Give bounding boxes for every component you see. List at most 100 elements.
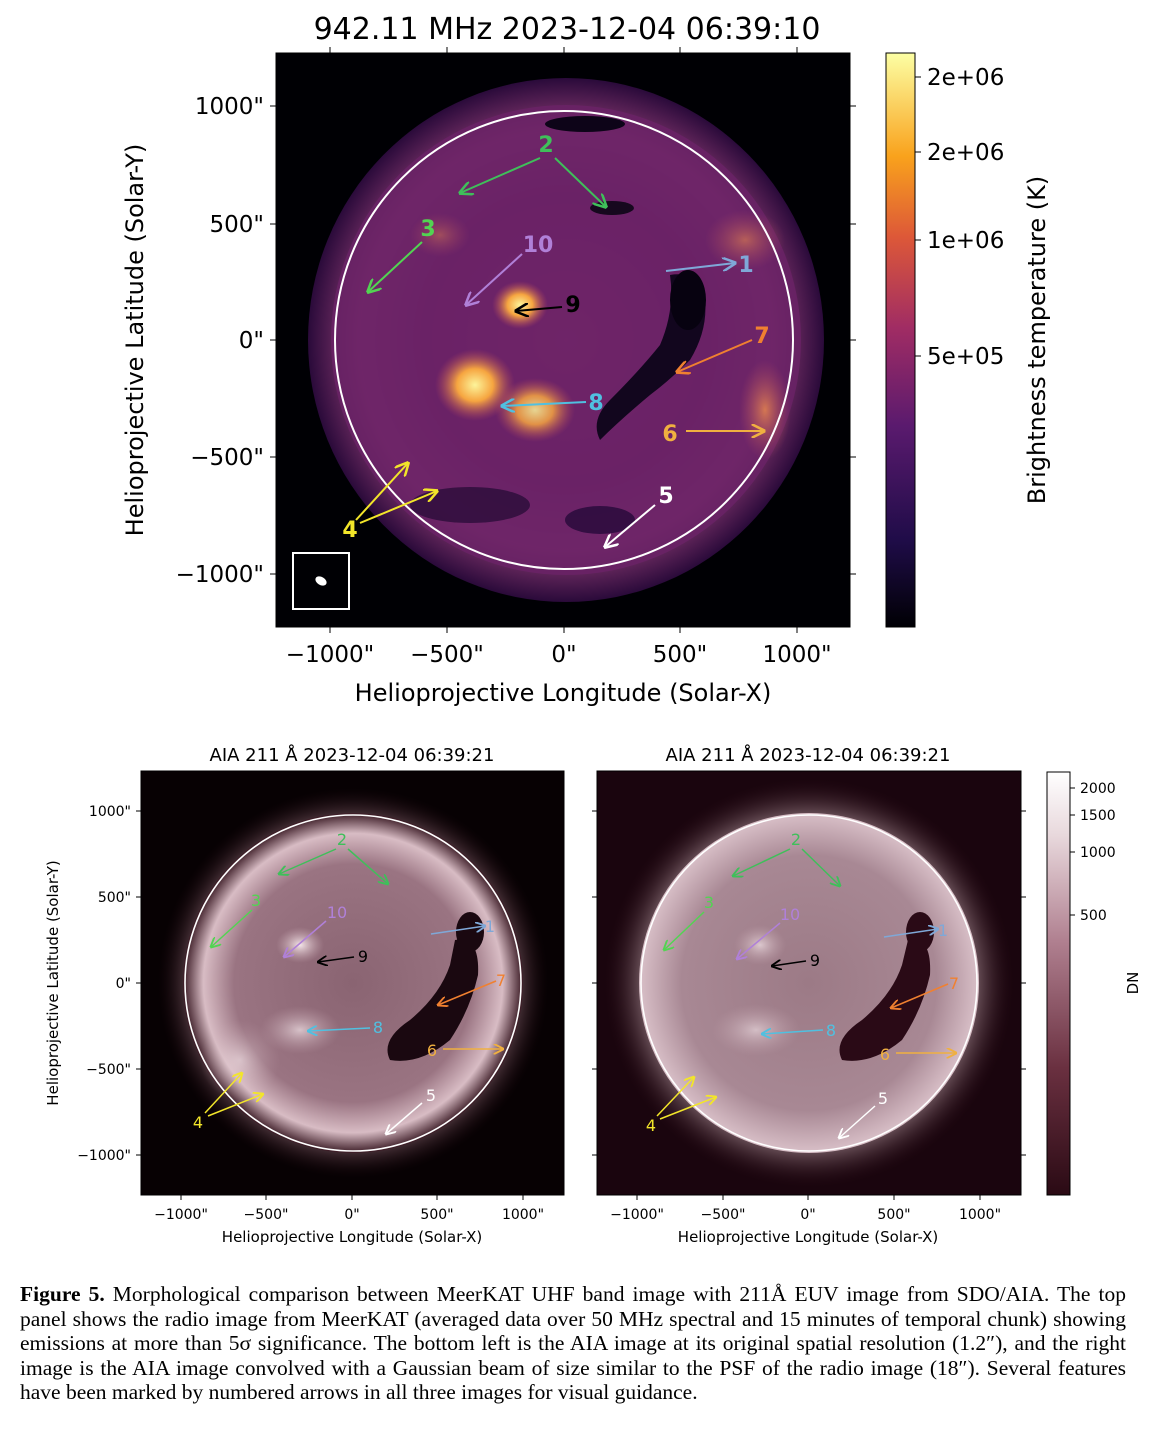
solar-limb-circle [334,110,794,570]
br-marker-8-label: 8 [826,1021,836,1040]
bl-xtick-4: 1000" [502,1207,544,1223]
bl-marker-1-label: 1 [485,917,495,936]
marker-1 [665,263,735,272]
bottom-colorbar: 2000 1500 1000 500 DN [1046,771,1142,1196]
top-cbar-tick-3: 5e+05 [927,344,1004,370]
bl-marker-4 [204,1073,263,1117]
top-ytick-2: 0" [239,328,264,354]
bl-marker-3-label: 3 [251,891,261,910]
bl-marker-6-label: 6 [427,1041,437,1060]
top-ylabel: Helioprojective Latitude (Solar-Y) [121,144,149,537]
marker-2-label: 2 [538,133,553,158]
bl-ytick-2: 0" [116,976,131,992]
top-xlabel: Helioprojective Longitude (Solar-X) [355,679,772,707]
br-marker-5-label: 5 [878,1089,888,1108]
beam-ellipse [315,576,327,586]
figure-caption-text: Morphological comparison between MeerKAT… [20,1282,1127,1404]
marker-4-label: 4 [342,518,357,543]
top-xtick-2: 0" [551,642,576,668]
beam-box [292,552,350,610]
marker-5 [605,504,656,547]
bl-title: AIA 211 Å 2023-12-04 06:39:21 [210,744,495,766]
bl-marker-10 [284,920,327,957]
top-ytick-0: 1000" [195,94,264,120]
marker-10 [466,253,523,305]
top-cbar-tick-2: 1e+06 [927,228,1004,254]
top-ytick-4: −1000" [176,562,264,588]
br-xtick-1: −500" [701,1207,746,1223]
bl-marker-3 [211,909,253,947]
bl-marker-5-label: 5 [426,1086,436,1105]
figure-canvas: 942.11 MHz 2023-12-04 06:39:10 [44,12,1142,1246]
br-title: AIA 211 Å 2023-12-04 06:39:21 [666,744,951,766]
br-marker-2-label: 2 [791,830,801,849]
bl-ytick-3: −500" [86,1062,131,1078]
marker-5-label: 5 [658,484,673,509]
marker-4 [355,463,437,524]
top-ytick-1: 500" [210,212,264,238]
figure-caption: Figure 5. Morphological comparison betwe… [20,1282,1126,1405]
bl-solar-limb-circle [184,814,522,1152]
br-marker-9 [772,961,807,966]
top-colorbar: 2e+06 2e+06 1e+06 5e+05 Brightness tempe… [885,52,1051,628]
top-xtick-1: −500" [410,642,484,668]
bl-markers: 2 3 10 9 1 7 8 6 5 4 [193,830,506,1134]
marker-10-label: 10 [523,233,554,258]
bl-xtick-2: 0" [344,1207,359,1223]
br-marker-4-label: 4 [646,1116,656,1135]
marker-9 [516,307,563,311]
top-panel-title: 942.11 MHz 2023-12-04 06:39:10 [314,12,821,47]
top-y-axis: 1000" 500" 0" −500" −1000" [176,94,856,588]
bl-y-axis: 1000" 500" 0" −500" −1000" [77,804,141,1164]
br-marker-1-label: 1 [938,921,948,940]
bl-marker-5 [386,1102,423,1134]
br-x-axis: −1000" −500" 0" 500" 1000" [610,1195,1001,1223]
marker-6-label: 6 [662,422,677,447]
marker-8 [502,402,587,406]
marker-1-label: 1 [738,253,753,278]
top-cbar-label: Brightness temperature (K) [1023,176,1051,504]
br-marker-8 [762,1030,824,1034]
marker-3-label: 3 [420,217,435,242]
br-y-ticks [592,810,1026,1156]
br-cbar-label: DN [1124,972,1142,995]
top-xtick-0: −1000" [286,642,374,668]
top-xtick-3: 500" [653,642,707,668]
br-cbar-tick-0: 2000 [1080,781,1116,797]
br-marker-3 [664,911,705,950]
br-marker-10 [737,922,781,959]
br-solar-limb-circle [640,814,978,1152]
aia-original-image [141,771,564,1195]
top-markers: 2 3 10 9 1 7 8 6 5 4 [342,133,770,547]
br-cbar-tick-1: 1500 [1080,808,1116,824]
bl-marker-9 [318,957,355,962]
top-x-axis: −1000" −500" 0" 500" 1000" [286,47,832,668]
marker-7 [677,339,753,372]
bottom-right-panel: AIA 211 Å 2023-12-04 06:39:21 2 3 10 9 [592,744,1142,1246]
bl-xtick-1: −500" [244,1207,289,1223]
marker-2 [460,157,606,207]
br-xlabel: Helioprojective Longitude (Solar-X) [678,1228,938,1246]
bl-ylabel: Helioprojective Latitude (Solar-Y) [44,860,62,1105]
marker-8-label: 8 [588,391,603,416]
bl-marker-9-label: 9 [358,947,368,966]
bottom-left-panel: AIA 211 Å 2023-12-04 06:39:21 2 3 10 9 [44,744,565,1246]
br-xtick-0: −1000" [610,1207,664,1223]
br-marker-7-label: 7 [949,974,959,993]
bl-marker-1 [430,926,485,935]
bl-ytick-1: 500" [98,890,131,906]
bl-xtick-3: 500" [420,1207,453,1223]
bl-marker-2 [279,848,388,884]
br-marker-2 [733,848,840,886]
bl-marker-8 [308,1028,371,1031]
top-cbar-tick-0: 2e+06 [927,65,1004,91]
top-panel: 942.11 MHz 2023-12-04 06:39:10 [121,12,1051,707]
br-marker-3-label: 3 [704,893,714,912]
bl-xtick-0: −1000" [154,1207,208,1223]
br-xtick-4: 1000" [959,1207,1001,1223]
br-marker-4 [656,1077,716,1120]
marker-3 [368,241,423,292]
bl-xlabel: Helioprojective Longitude (Solar-X) [222,1228,482,1246]
br-xtick-3: 500" [877,1207,910,1223]
top-ytick-3: −500" [190,445,264,471]
